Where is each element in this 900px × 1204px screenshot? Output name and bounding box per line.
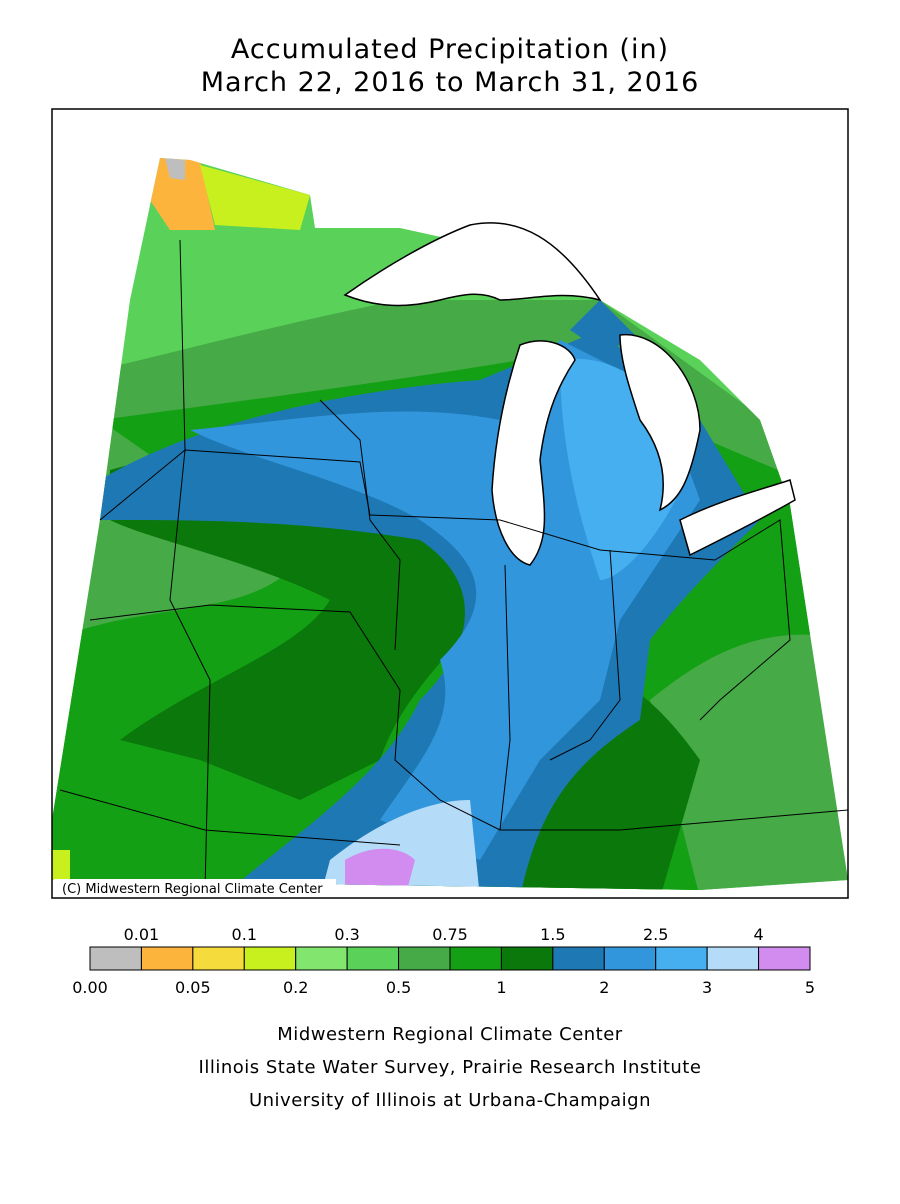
legend-swatch [192,946,245,971]
legend-label: 0.1 [232,925,257,944]
lake-erie [679,479,796,557]
legend: 0.00 0.01 0.05 0.1 0.2 0.3 0.5 0.75 1 1.5 2 2.5 3 4 5 [72,925,815,997]
legend-label: 2.5 [643,925,668,944]
borders [59,239,849,891]
footer-line: Midwestern Regional Climate Center [277,1024,623,1045]
legend-label: 0.2 [283,978,308,997]
legend-label: 1 [496,978,506,997]
legend-label: 0.00 [72,978,108,997]
legend-label: 4 [753,925,763,944]
legend-label: 0.01 [124,925,160,944]
legend-swatch [243,946,297,971]
state-line [99,449,716,561]
legend-swatch [295,946,348,971]
legend-label: 0.05 [175,978,211,997]
lakes [343,222,796,566]
lake-huron [619,334,701,512]
legend-swatch [398,946,451,971]
title-line: Accumulated Precipitation (in) [231,34,669,65]
lake-michigan [491,340,576,566]
legend-swatch [449,946,502,971]
title-line: March 22, 2016 to March 31, 2016 [201,67,700,98]
legend-swatch [346,946,400,971]
lake-superior [343,222,602,307]
state-line [89,604,849,831]
legend-label: 2 [599,978,609,997]
legend-swatch [706,946,760,971]
legend-label: 5 [805,978,815,997]
legend-label: 0.3 [334,925,359,944]
map-frame [51,108,849,899]
credit-box [54,879,336,897]
legend-swatch [140,946,194,971]
footer-line: Illinois State Water Survey, Prairie Res… [199,1057,702,1078]
legend-swatch [655,946,708,971]
state-line [169,239,211,891]
state-line [499,564,511,831]
map-credit: (C) Midwestern Regional Climate Center [62,882,323,897]
legend-label: 3 [702,978,712,997]
state-line [59,789,401,846]
footer-line: University of Illinois at Urbana-Champai… [249,1090,651,1111]
state-line [319,399,401,651]
legend-label: 1.5 [540,925,565,944]
legend-label: 0.75 [432,925,468,944]
state-line [549,549,621,761]
legend-swatch [500,946,554,971]
legend-label: 0.5 [386,978,411,997]
state-line [699,519,791,721]
legend-swatch [89,946,142,971]
legend-swatch [552,946,605,971]
legend-swatch [758,946,811,971]
legend-swatch [603,946,657,971]
